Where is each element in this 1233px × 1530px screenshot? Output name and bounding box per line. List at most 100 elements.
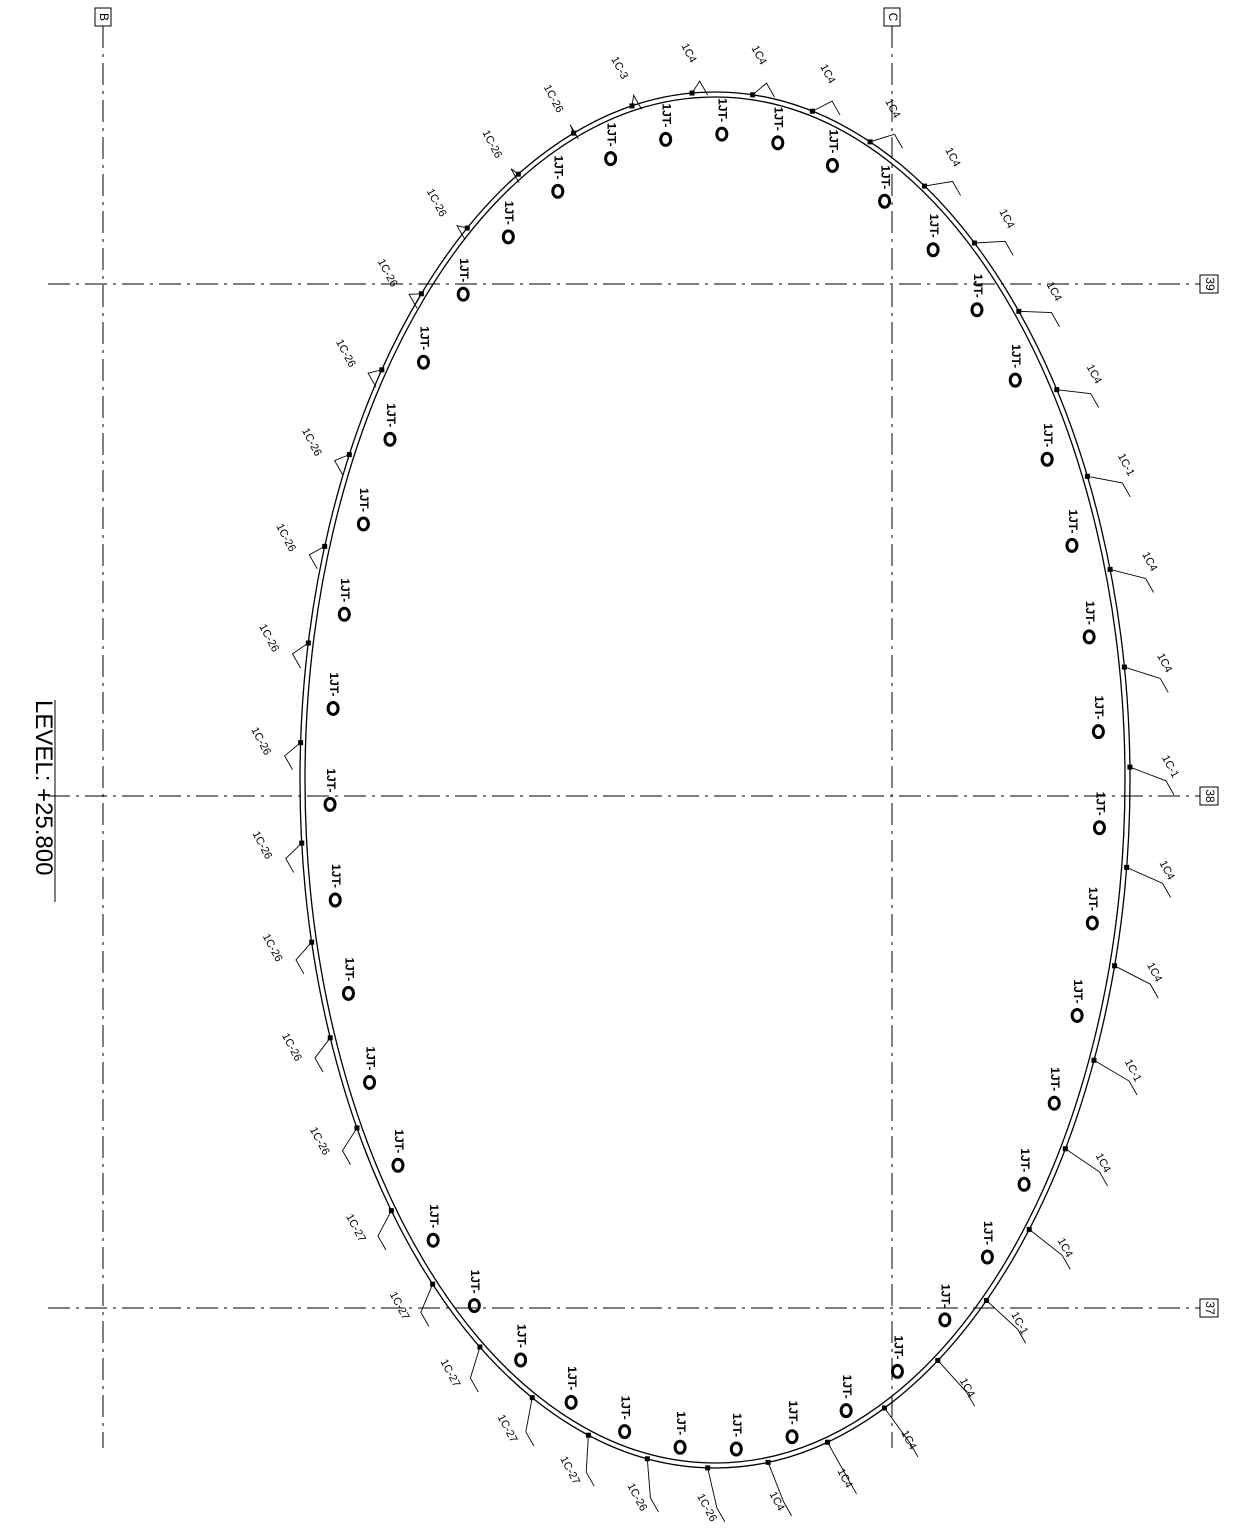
joint-mark: 1JT- [326,672,341,716]
joint-mark: 1JT- [970,274,985,318]
joint-ring-icon [604,151,618,167]
joint-mark: 1JT- [604,123,618,167]
joint-mark-label: 1JT- [384,403,398,427]
column-mark-label: 1C-1 [1159,753,1181,780]
column-mark-label: 1C4 [749,44,769,67]
column-mark-label: 1C4 [1139,550,1159,573]
joint-mark-label: 1JT- [427,1204,441,1228]
column-mark-label: 1C-27 [557,1454,582,1486]
column-mark: 1C4 [1124,859,1177,898]
column-mark-label: 1C4 [678,41,698,64]
joint-mark-label: 1JT- [618,1396,632,1420]
column-mark-label: 1C-26 [479,128,504,160]
joint-mark: 1JT- [1085,887,1100,931]
column-mark-label: 1C4 [834,1467,854,1490]
column-mark-label: 1C4 [817,62,837,85]
joint-mark: 1JT- [337,578,352,622]
joint-mark: 1JT- [416,326,431,370]
column-mark: 1C4 [1026,1226,1075,1270]
joint-ring-icon [501,229,515,245]
grid-lines: B C 39 38 37 [48,7,1219,1448]
joint-ring-icon [1065,537,1079,553]
column-mark-label: 1C-26 [250,829,275,861]
column-mark: 1C-27 [387,1281,436,1327]
joint-ring-icon [1040,451,1054,467]
column-mark: 1C-27 [557,1432,595,1487]
joint-mark-label: 1JT- [324,768,338,792]
joint-mark-label: 1JT- [660,103,674,127]
column-mark: 1C4 [749,44,775,98]
column-mark-label: 1C-1 [1122,1057,1144,1084]
column-mark-label: 1C4 [898,1428,918,1451]
joint-mark: 1JT- [391,1129,406,1173]
joint-mark: 1JT- [1092,792,1107,836]
column-mark: 1C-1 [1091,1057,1144,1096]
joint-mark: 1JT- [323,768,338,812]
joint-mark-label: 1JT- [457,258,471,282]
column-mark-label: 1C-26 [307,1125,332,1157]
joint-mark: 1JT- [564,1366,579,1410]
column-mark: 1C-26 [279,1031,333,1073]
column-mark: 1C-26 [424,187,470,240]
column-mark-label: 1C-26 [260,932,285,964]
joint-mark-label: 1JT- [565,1366,579,1390]
joint-ring-icon [1017,1176,1031,1192]
column-mark: 1C-1 [983,1297,1030,1344]
joint-mark: 1JT- [938,1284,953,1328]
joint-mark-label: 1JT- [772,107,786,131]
column-mark: 1C-26 [694,1465,726,1524]
joint-ring-icon [551,183,565,199]
column-mark: 1C4 [1107,550,1159,593]
joint-mark: 1JT- [551,155,566,199]
svg-text:37: 37 [1203,1301,1217,1315]
joint-mark: 1JT- [456,258,471,302]
joint-mark: 1JT- [341,957,356,1001]
column-mark: 1C-26 [307,1125,360,1165]
grid-bubble-39: 39 [1199,274,1219,294]
column-mark: 1C4 [1112,961,1164,999]
joint-mark: 1JT- [729,1413,744,1457]
joint-mark-label: 1JT- [927,214,941,238]
joint-mark: 1JT- [980,1221,995,1265]
joint-mark-label: 1JT- [468,1270,482,1294]
joint-mark-label: 1JT- [604,123,618,147]
column-marks: 1C4 1C4 1C4 1C4 1C4 1C4 1C4 1C-1 1C4 1C4 1C-1 1C4 1C… [248,41,1181,1523]
column-mark: 1C-26 [256,622,311,669]
column-mark-label: 1C4 [1157,859,1177,882]
joint-mark: 1JT- [878,165,892,209]
joint-ring-icon [456,286,470,302]
column-mark: 1C-26 [248,725,304,771]
joint-mark-label: 1JT- [981,1221,995,1245]
column-mark-label: 1C4 [996,207,1016,230]
joint-ring-icon [938,1312,952,1328]
joint-ring-icon [326,700,340,716]
grid-bubble-38: 38 [1199,786,1219,806]
joint-mark: 1JT- [1017,1148,1032,1192]
joint-ring-icon [785,1429,799,1445]
column-mark: 1C-26 [333,337,385,388]
joint-mark-label: 1JT- [1018,1148,1032,1172]
joint-mark-label: 1JT- [357,488,371,512]
joint-mark: 1JT- [1070,979,1085,1023]
joint-mark: 1JT- [715,98,730,142]
joint-mark: 1JT- [926,214,941,258]
column-mark-label: 1C-26 [273,522,298,554]
joint-mark-label: 1JT- [674,1411,688,1435]
column-mark: 1C-26 [260,932,315,975]
joint-ring-icon [426,1232,440,1248]
joint-mark-label: 1JT- [1086,887,1100,911]
column-mark: 1C4 [921,146,962,196]
column-mark-label: 1C-26 [624,1481,649,1513]
joint-ring-icon [825,157,839,173]
joint-mark-label: 1JT- [1066,509,1080,533]
joint-mark-label: 1JT- [891,1335,905,1359]
column-mark-label: 1C-26 [694,1492,719,1524]
column-mark: 1C-26 [624,1456,659,1513]
joint-mark: 1JT- [785,1401,800,1445]
column-mark: 1C-26 [479,128,521,183]
svg-text:B: B [97,13,111,21]
column-mark-label: 1C4 [767,1490,787,1513]
column-mark: 1C-26 [541,83,579,140]
joint-mark-label: 1JT- [730,1413,744,1437]
joint-mark: 1JT- [328,864,343,908]
